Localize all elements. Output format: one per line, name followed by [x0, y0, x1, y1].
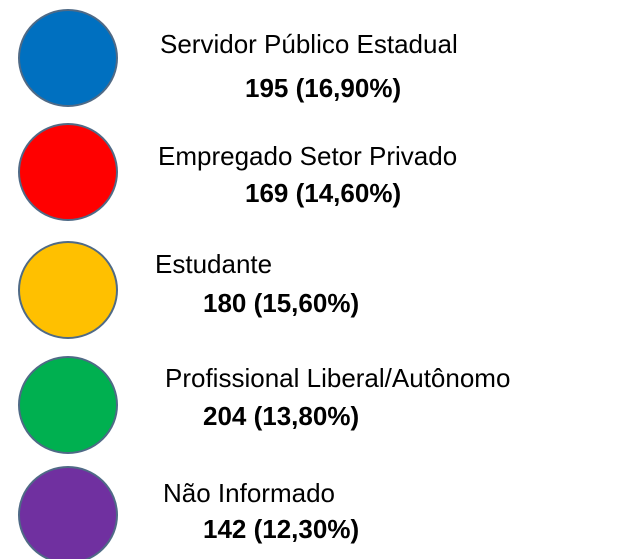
- item-detail: 180 (15,60%): [203, 288, 359, 318]
- item-label: Estudante: [155, 249, 272, 279]
- color-swatch: [18, 356, 118, 454]
- item-label: Profissional Liberal/Autônomo: [165, 363, 510, 393]
- color-swatch: [18, 241, 118, 339]
- item-label: Empregado Setor Privado: [158, 141, 457, 171]
- item-detail: 142 (12,30%): [203, 514, 359, 544]
- item-detail: 195 (16,90%): [245, 73, 401, 103]
- item-detail: 204 (13,80%): [203, 401, 359, 431]
- item-detail: 169 (14,60%): [245, 178, 401, 208]
- item-label: Servidor Público Estadual: [160, 29, 458, 59]
- color-swatch: [18, 9, 118, 107]
- color-swatch: [18, 123, 118, 221]
- item-label: Não Informado: [163, 478, 335, 508]
- color-swatch: [18, 466, 118, 559]
